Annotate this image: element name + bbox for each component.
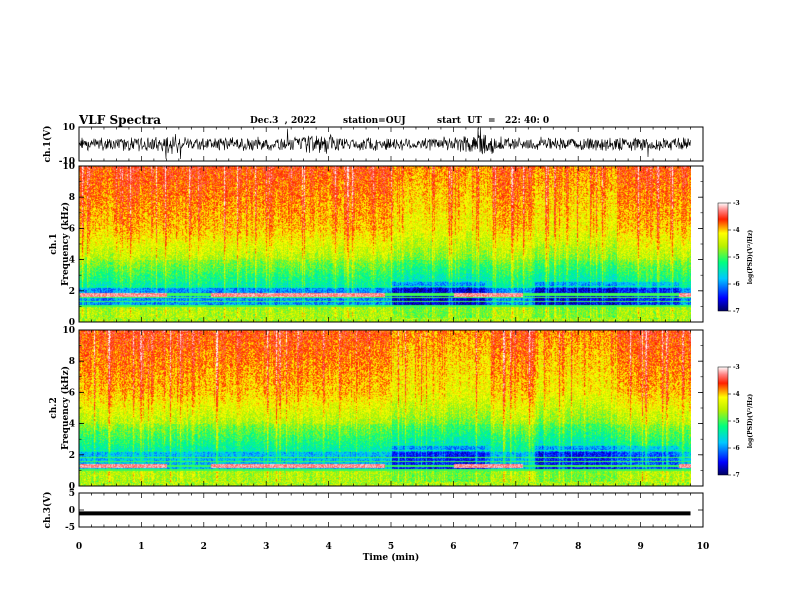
y-tick-label: 6 [69,388,75,398]
colorbar-tick-label: -4 [733,391,740,398]
colorbar-tick-label: -4 [733,227,740,234]
y-tick-label: 0 [69,482,75,492]
colorbar-tick-label: -3 [733,364,740,371]
colorbar-tick-label: -6 [733,445,740,452]
x-tick-label: 1 [138,542,144,552]
y-tick-label: -10 [59,157,75,167]
y-tick-label: 10 [62,162,75,172]
y-tick-label: 0 [69,318,75,328]
station-label: station=OUJ [343,116,406,126]
y-tick-label: 0 [69,506,75,516]
ch1-spec-ylabel-channel: ch.1 [49,233,59,254]
x-tick-label: 7 [513,542,519,552]
x-tick-label: 5 [388,542,394,552]
ch1-ylabel: ch.1(V) [42,126,53,163]
y-tick-label: 5 [69,489,75,499]
date-label: Dec.3 , 2022 [250,116,316,126]
y-tick-label: 2 [69,451,75,461]
ch1-waveform [78,127,691,160]
y-tick-label: 10 [62,326,75,336]
start-time-label: start UT = 22: 40: 0 [437,116,550,126]
y-tick-label: 8 [69,193,75,203]
y-tick-label: 10 [62,123,75,133]
ch2-spec-ylabel-freq: Frequency (kHz) [60,366,71,450]
ch2-spec-colorbar [717,366,729,476]
colorbar-tick-label: -3 [733,200,740,207]
x-tick-label: 8 [575,542,581,552]
ch1-spec-spectrogram [79,166,691,322]
colorbar-tick-label: -5 [733,254,740,261]
x-tick-label: 10 [697,542,710,552]
y-tick-label: 8 [69,357,75,367]
ch3-ylabel: ch.3(V) [42,492,53,529]
x-tick-label: 0 [76,542,82,552]
colorbar-tick-label: -5 [733,418,740,425]
y-tick-label: 6 [69,224,75,234]
ch3-frame [78,492,704,528]
colorbar-tick-label: -7 [733,308,740,315]
ch1-spec-ylabel-freq: Frequency (kHz) [60,202,71,286]
y-tick-label: 4 [69,256,75,266]
x-tick-label: 3 [263,542,269,552]
y-tick-label: 4 [69,420,75,430]
colorbar-tick-label: -7 [733,472,740,479]
ch2-spec-colorbar-label: log(PSD)(V²/Hz) [747,394,754,449]
x-tick-label: 9 [637,542,643,552]
ch2-spec-spectrogram [79,330,691,486]
x-tick-label: 4 [325,542,331,552]
y-tick-label: -5 [65,523,75,533]
y-tick-label: 2 [69,287,75,297]
ch1-spec-colorbar [717,202,729,312]
colorbar-tick-label: -6 [733,281,740,288]
chart-title: VLF Spectra [79,113,162,127]
x-tick-label: 2 [201,542,207,552]
ch2-spec-ylabel-channel: ch.2 [49,397,59,418]
ch1-spec-colorbar-label: log(PSD)(V²/Hz) [747,230,754,285]
x-tick-label: 6 [450,542,456,552]
x-axis-label: Time (min) [363,552,420,563]
